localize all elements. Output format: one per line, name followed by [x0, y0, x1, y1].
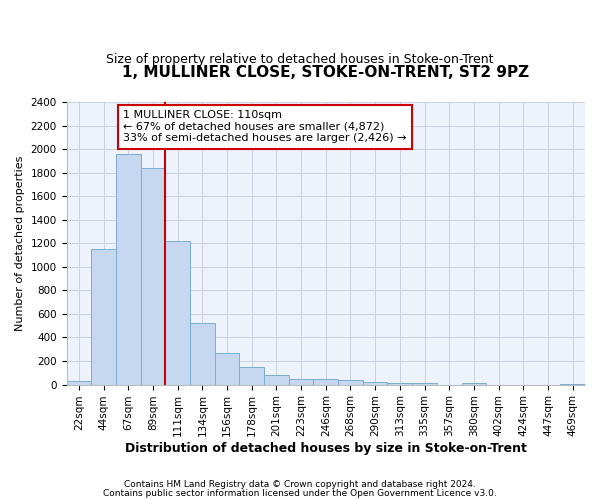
- Text: Contains public sector information licensed under the Open Government Licence v3: Contains public sector information licen…: [103, 488, 497, 498]
- Bar: [215, 354, 239, 384]
- Bar: [239, 367, 264, 384]
- Bar: [91, 249, 116, 384]
- Text: 1 MULLINER CLOSE: 110sqm
← 67% of detached houses are smaller (4,872)
33% of sem: 1 MULLINER CLOSE: 110sqm ← 67% of detach…: [124, 110, 407, 144]
- Bar: [388, 383, 412, 384]
- Bar: [116, 154, 140, 384]
- Text: Contains HM Land Registry data © Crown copyright and database right 2024.: Contains HM Land Registry data © Crown c…: [124, 480, 476, 489]
- Bar: [190, 324, 215, 384]
- Bar: [338, 380, 363, 384]
- Bar: [264, 375, 289, 384]
- Bar: [363, 382, 388, 384]
- Bar: [289, 378, 313, 384]
- Text: Size of property relative to detached houses in Stoke-on-Trent: Size of property relative to detached ho…: [106, 52, 494, 66]
- Bar: [165, 241, 190, 384]
- Bar: [461, 383, 486, 384]
- Bar: [313, 380, 338, 384]
- Y-axis label: Number of detached properties: Number of detached properties: [15, 156, 25, 331]
- X-axis label: Distribution of detached houses by size in Stoke-on-Trent: Distribution of detached houses by size …: [125, 442, 527, 455]
- Bar: [67, 381, 91, 384]
- Bar: [140, 168, 165, 384]
- Title: 1, MULLINER CLOSE, STOKE-ON-TRENT, ST2 9PZ: 1, MULLINER CLOSE, STOKE-ON-TRENT, ST2 9…: [122, 65, 529, 80]
